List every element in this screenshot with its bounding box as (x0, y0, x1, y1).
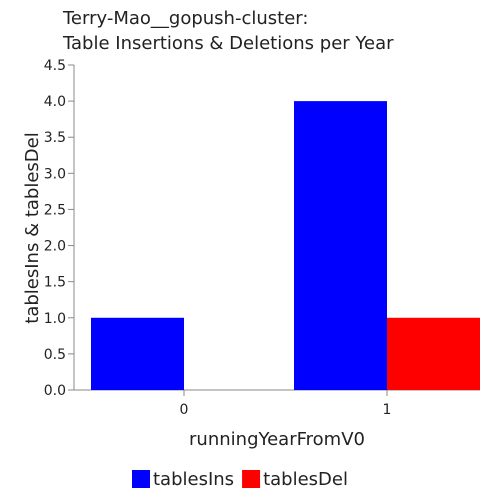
chart-title-line: Terry-Mao__gopush-cluster: (62, 8, 308, 29)
y-tick-label: 1.5 (44, 275, 66, 291)
y-tick-label: 3.5 (44, 130, 66, 146)
y-tick-label: 0.0 (44, 383, 66, 399)
x-tick-label: 1 (383, 402, 392, 418)
legend-swatch-tablesIns (132, 470, 150, 488)
legend-label-tablesDel: tablesDel (263, 469, 348, 490)
bar-tablesDel-1 (387, 317, 480, 390)
legend-label-tablesIns: tablesIns (153, 469, 234, 490)
chart-title-line: Table Insertions & Deletions per Year (62, 33, 394, 54)
chart-title: Terry-Mao__gopush-cluster: Table Insertio… (62, 8, 394, 54)
bar-tablesIns-0 (91, 317, 184, 390)
y-axis-label: tablesIns & tablesDel (22, 132, 43, 323)
y-tick-label: 3.0 (44, 166, 66, 182)
legend-swatch-tablesDel (242, 470, 261, 488)
plot-area: 0.0 0.5 1.0 1.5 2.0 2.5 3.0 3.5 4.0 4.5 0 1 runningY… (22, 58, 480, 450)
x-axis-label: runningYearFromV0 (189, 429, 365, 450)
y-tick-label: 1.0 (44, 311, 66, 327)
y-tick-label: 0.5 (44, 347, 66, 363)
x-tick-label: 0 (180, 402, 189, 418)
y-tick-label: 4.5 (44, 58, 66, 74)
y-tick-label: 4.0 (44, 94, 66, 110)
y-tick-label: 2.5 (44, 202, 66, 218)
bar-tablesIns-1 (294, 101, 387, 390)
legend: tablesIns tablesDel (132, 469, 348, 490)
y-tick-label: 2.0 (44, 239, 66, 255)
